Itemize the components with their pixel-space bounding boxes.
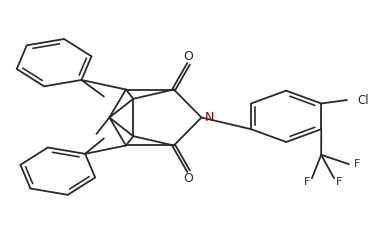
Text: F: F [304,177,310,187]
Text: N: N [205,111,214,124]
Text: O: O [184,172,194,185]
Text: F: F [336,177,342,187]
Text: F: F [354,159,360,169]
Text: Cl: Cl [357,94,368,106]
Text: O: O [184,50,194,63]
